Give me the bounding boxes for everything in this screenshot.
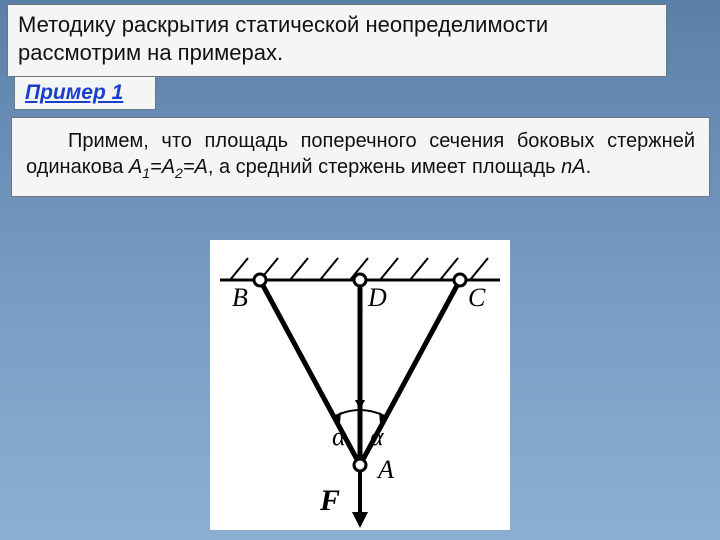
- diagram-svg: B D C A F α α: [210, 240, 510, 530]
- label-D: D: [367, 283, 387, 312]
- label-alpha2: α: [370, 422, 385, 451]
- label-alpha1: α: [332, 422, 347, 451]
- eq-eqA: =A: [183, 156, 208, 178]
- example-label: Пример 1: [25, 81, 123, 104]
- label-B: B: [232, 283, 248, 312]
- title-box: Методику раскрытия статической неопредел…: [7, 4, 667, 77]
- eq-sub1: 1: [142, 165, 150, 181]
- eq-sub2: 2: [175, 165, 183, 181]
- diagram: B D C A F α α: [210, 240, 510, 530]
- force-arrow: [352, 471, 368, 528]
- body-text-box: Примем, что площадь поперечного сечения …: [11, 117, 710, 197]
- example-box: Пример 1: [14, 76, 156, 110]
- eq-A1: A: [129, 156, 142, 178]
- body-text2: , а средний стержень имеет площадь: [208, 156, 561, 178]
- label-A: A: [376, 455, 394, 484]
- eq-nA: nA: [561, 156, 585, 178]
- body-period: .: [586, 156, 592, 178]
- eq-eqA2: =A: [150, 156, 175, 178]
- title-text: Методику раскрытия статической неопредел…: [18, 12, 548, 65]
- label-F: F: [319, 484, 340, 517]
- label-C: C: [468, 283, 486, 312]
- rods: [260, 280, 460, 465]
